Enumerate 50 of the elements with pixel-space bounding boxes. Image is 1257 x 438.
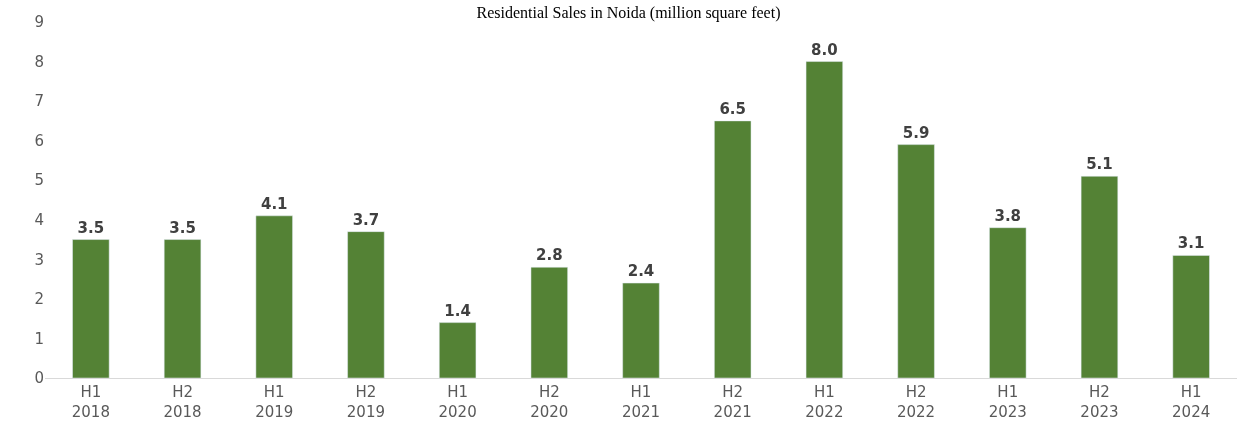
bar	[347, 231, 385, 378]
y-tick-label: 2	[34, 290, 44, 309]
y-tick-label: 8	[34, 52, 44, 71]
data-label: 6.5	[719, 99, 746, 118]
data-label: 5.9	[902, 123, 930, 142]
data-label: 3.5	[169, 218, 196, 237]
bar	[255, 215, 293, 378]
bar	[439, 322, 477, 378]
data-label: 2.8	[536, 246, 563, 265]
y-tick-label: 7	[34, 92, 44, 111]
data-label: 3.1	[1177, 234, 1205, 253]
data-label: 3.5	[77, 218, 105, 237]
x-tick-label: H2 2022	[896, 383, 936, 421]
data-label: 8.0	[811, 40, 838, 59]
x-tick-label: H1 2022	[805, 383, 844, 421]
bar	[622, 282, 660, 378]
data-label: 5.1	[1086, 155, 1113, 174]
x-tick-label: H2 2021	[713, 383, 752, 421]
y-tick-label: 1	[34, 329, 44, 348]
bar	[72, 239, 110, 378]
x-tick-label: H2 2020	[530, 383, 569, 421]
y-tick-label: 6	[34, 131, 44, 150]
x-tick-label: H1 2021	[621, 383, 661, 421]
y-tick-label: 0	[34, 369, 44, 388]
y-tick-label: 5	[34, 171, 44, 190]
bar	[163, 239, 202, 378]
bar	[897, 144, 935, 378]
x-tick-label: H1 2024	[1172, 383, 1211, 421]
x-tick-label: H1 2018	[71, 383, 110, 421]
x-tick-label: H2 2019	[346, 383, 386, 421]
chart-title: Residential Sales in Noida (million square feet)	[476, 3, 781, 22]
bar	[1080, 176, 1119, 378]
x-tick-label: H2 2018	[163, 383, 202, 421]
bar	[714, 120, 752, 378]
x-tick-label: H2 2023	[1080, 383, 1119, 421]
x-tick-label: H1 2020	[438, 383, 477, 421]
data-label: 2.4	[627, 262, 655, 281]
x-tick-label: H1 2023	[988, 383, 1027, 421]
data-label: 4.1	[260, 194, 288, 213]
bar	[805, 61, 843, 378]
bar	[1172, 255, 1210, 378]
data-label: 3.8	[994, 206, 1022, 225]
bar	[530, 266, 568, 378]
bar	[989, 227, 1027, 378]
data-label: 3.7	[352, 210, 380, 229]
y-tick-label: 4	[34, 211, 44, 230]
data-label: 1.4	[444, 301, 471, 320]
y-tick-label: 9	[34, 13, 44, 32]
x-tick-label: H1 2019	[255, 383, 294, 421]
y-tick-label: 3	[34, 250, 44, 269]
